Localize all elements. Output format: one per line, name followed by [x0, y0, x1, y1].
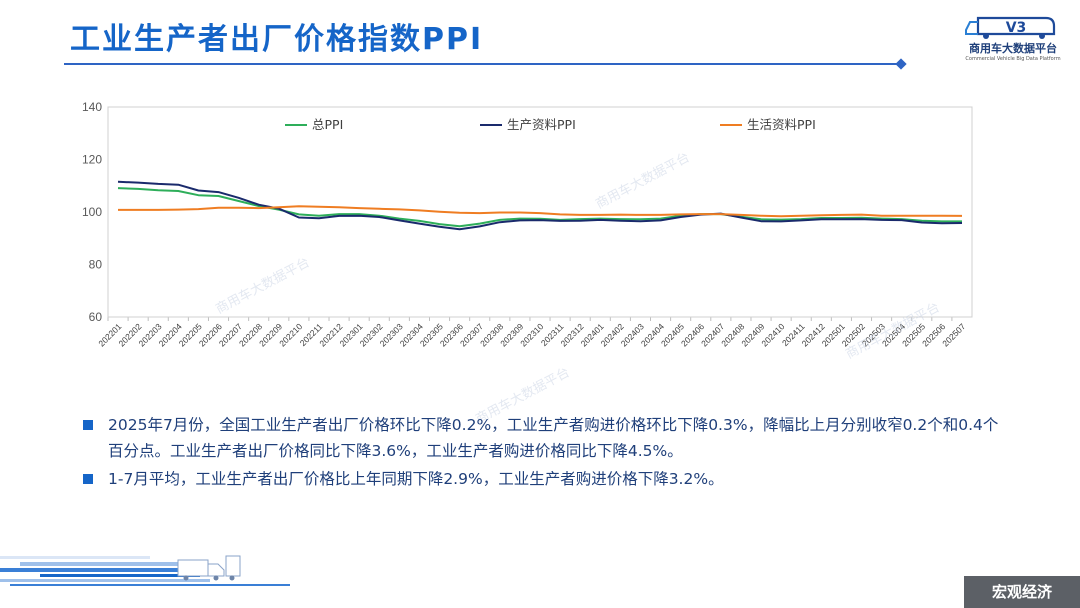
y-tick-label: 100	[82, 205, 102, 219]
legend: 总PPI 生产资料PPI 生活资料PPI	[285, 117, 816, 132]
series-line	[117, 187, 962, 228]
summary-list: 2025年7月份，全国工业生产者出厂价格环比下降0.2%，工业生产者购进价格环比…	[80, 412, 1000, 494]
y-tick-label: 60	[89, 310, 103, 324]
y-tick-label: 120	[82, 153, 102, 167]
plot-border	[107, 106, 973, 318]
summary-text: 2025年7月份，全国工业生产者出厂价格环比下降0.2%，工业生产者购进价格环比…	[108, 416, 999, 460]
summary-text: 1-7月平均，工业生产者出厂价格比上年同期下降2.9%，工业生产者购进价格下降3…	[108, 470, 724, 488]
ppi-line-chart: 60 80 100 120 140 20220120220220220320220420…	[82, 100, 973, 348]
logo-mark: V3	[1006, 20, 1027, 36]
bullet-square-icon	[83, 420, 93, 430]
page-title: 工业生产者出厂价格指数PPI	[70, 22, 484, 57]
legend-label: 总PPI	[312, 117, 343, 132]
logo-subtitle: Commercial Vehicle Big Data Platform	[965, 56, 1061, 62]
title-divider	[64, 63, 902, 65]
section-label: 宏观经济	[964, 576, 1080, 608]
truck-icon	[177, 555, 241, 581]
x-tick-label: 202507	[940, 321, 967, 348]
y-axis: 60 80 100 120 140	[82, 100, 102, 324]
divider-diamond-icon	[895, 58, 907, 70]
summary-item: 2025年7月份，全国工业生产者出厂价格环比下降0.2%，工业生产者购进价格环比…	[80, 412, 1000, 464]
plot-area	[107, 106, 973, 318]
y-tick-label: 80	[89, 258, 103, 272]
bullet-square-icon	[83, 474, 93, 484]
legend-label: 生活资料PPI	[747, 117, 816, 132]
truck-logo-icon: V3	[965, 16, 1056, 39]
series-line	[117, 180, 963, 231]
series-line	[118, 205, 963, 218]
summary-item: 1-7月平均，工业生产者出厂价格比上年同期下降2.9%，工业生产者购进价格下降3…	[80, 466, 1000, 492]
y-tick-label: 140	[82, 100, 102, 114]
logo-name: 商用车大数据平台	[969, 42, 1057, 55]
legend-label: 生产资料PPI	[507, 117, 576, 132]
x-axis: 2022012022022022032022042022052022062022…	[96, 317, 968, 348]
speed-lines-truck-decoration	[0, 555, 290, 586]
brand-logo: V3 商用车大数据平台 Commercial Vehicle Big Data …	[958, 12, 1068, 70]
